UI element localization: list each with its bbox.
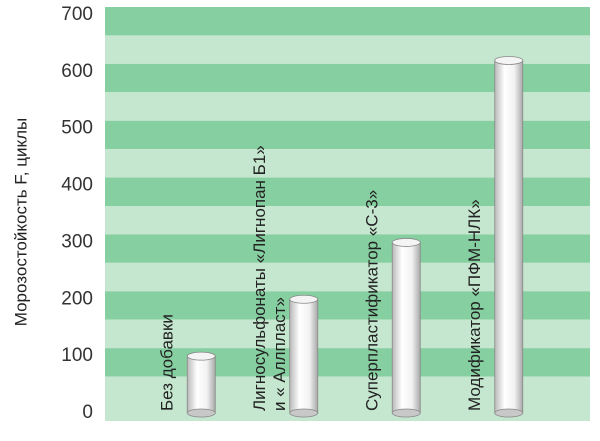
bar-top (391, 238, 421, 247)
bar (494, 60, 524, 414)
y-tick-label: 100 (61, 345, 93, 366)
bar-bottom (391, 408, 421, 418)
bar (289, 298, 319, 414)
y-tick-label: 0 (82, 402, 93, 423)
category-label: Лигносульфонаты «Лигнопан Б1» (250, 145, 269, 411)
category-label: Суперпластификатор «С-3» (363, 190, 382, 411)
bar-top (494, 56, 524, 65)
bar (186, 355, 216, 414)
bar-bottom (494, 408, 524, 418)
y-tick-label: 700 (61, 4, 93, 25)
category-label: Без добавки (158, 314, 177, 411)
y-tick-label: 600 (61, 61, 93, 82)
bar-top (289, 294, 319, 304)
y-tick-label: 500 (61, 118, 93, 139)
y-tick-label: 400 (61, 175, 93, 196)
bar-bottom (289, 408, 319, 418)
y-tick-label: 200 (61, 288, 93, 309)
bar (391, 242, 421, 414)
category-label: и « Аллпласт» (270, 297, 289, 411)
category-label: Модификатор «ПФМ-НЛК» (465, 199, 484, 411)
stripe (105, 7, 590, 36)
y-tick-label: 300 (61, 231, 93, 252)
bar-top (186, 351, 216, 361)
y-axis-title: Морозостойкость F, циклы (11, 118, 30, 327)
bar-bottom (186, 408, 216, 418)
